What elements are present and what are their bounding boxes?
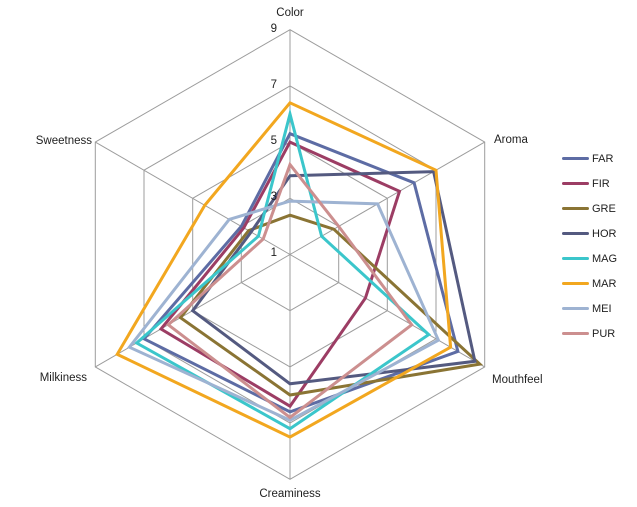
legend-item-mar: MAR bbox=[562, 271, 617, 296]
legend-swatch-fir bbox=[562, 182, 589, 185]
legend-swatch-gre bbox=[562, 207, 589, 210]
legend-item-far: FAR bbox=[562, 146, 617, 171]
legend-label-far: FAR bbox=[592, 152, 614, 165]
axis-label-aroma: Aroma bbox=[494, 134, 528, 146]
tick-label-3: 3 bbox=[270, 191, 277, 203]
legend-swatch-far bbox=[562, 157, 589, 160]
tick-label-9: 9 bbox=[270, 23, 277, 35]
axis-label-sweetness: Sweetness bbox=[35, 135, 92, 147]
legend-swatch-hor bbox=[562, 232, 589, 235]
axis-label-creaminess: Creaminess bbox=[259, 488, 321, 500]
legend-swatch-pur bbox=[562, 332, 589, 335]
legend-label-mei: MEI bbox=[592, 302, 612, 315]
legend-item-gre: GRE bbox=[562, 196, 617, 221]
legend-item-pur: PUR bbox=[562, 321, 617, 346]
tick-label-1: 1 bbox=[270, 247, 277, 259]
legend-item-hor: HOR bbox=[562, 221, 617, 246]
tick-label-7: 7 bbox=[270, 79, 277, 91]
legend-label-mar: MAR bbox=[592, 277, 617, 290]
axis-label-color: Color bbox=[276, 7, 304, 19]
legend-label-pur: PUR bbox=[592, 327, 616, 340]
axis-label-mouthfeel: Mouthfeel bbox=[492, 374, 543, 386]
tick-label-5: 5 bbox=[270, 135, 277, 147]
legend-swatch-mar bbox=[562, 282, 589, 285]
legend-item-mag: MAG bbox=[562, 246, 617, 271]
legend-swatch-mei bbox=[562, 307, 589, 310]
legend-item-fir: FIR bbox=[562, 171, 617, 196]
legend-label-hor: HOR bbox=[592, 227, 617, 240]
legend-label-fir: FIR bbox=[592, 177, 610, 190]
legend-swatch-mag bbox=[562, 257, 589, 260]
legend-label-mag: MAG bbox=[592, 252, 618, 265]
chart-legend: FAR FIR GRE HOR MAG MAR MEI PUR bbox=[562, 146, 617, 346]
legend-item-mei: MEI bbox=[562, 296, 617, 321]
legend-label-gre: GRE bbox=[592, 202, 616, 215]
axis-label-milkiness: Milkiness bbox=[39, 372, 87, 384]
